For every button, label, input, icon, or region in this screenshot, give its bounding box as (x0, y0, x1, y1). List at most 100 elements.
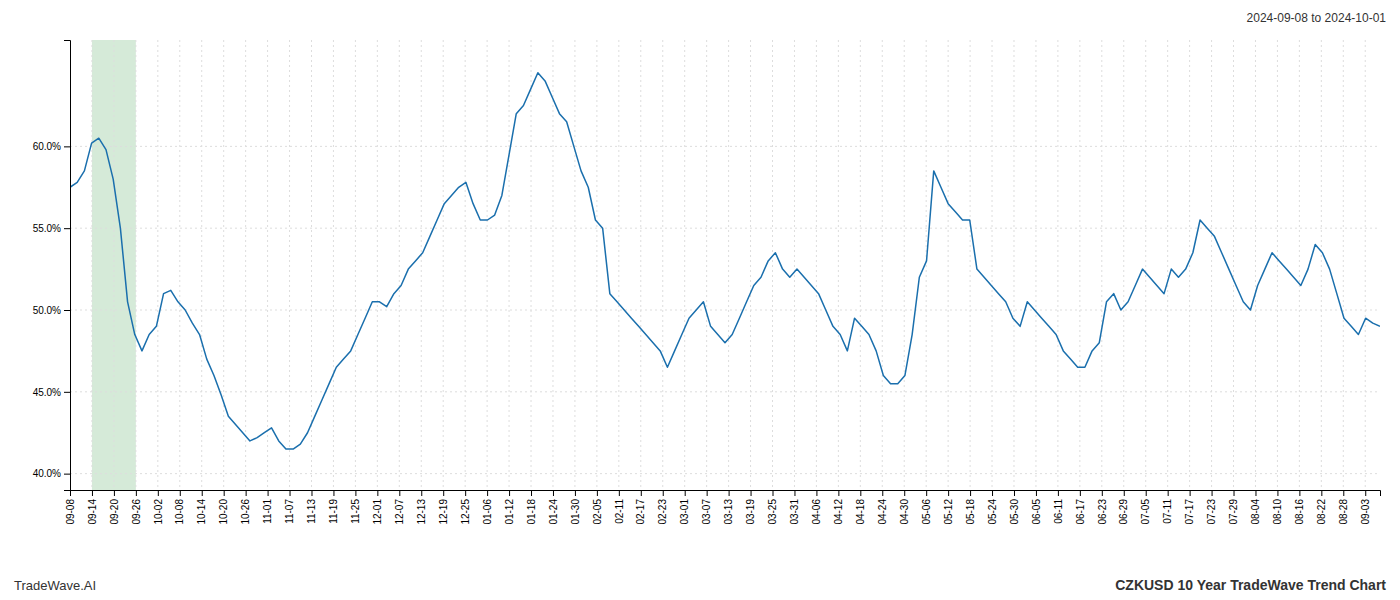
x-tick: 01-24 (548, 490, 559, 525)
grid-line (552, 40, 553, 490)
grid-line (1013, 40, 1014, 490)
x-tick: 08-04 (1250, 490, 1261, 525)
tick-mark (1168, 490, 1169, 496)
tick-label: 02-17 (635, 499, 646, 525)
x-tick: 02-11 (614, 490, 625, 524)
tick-label: 04-12 (833, 499, 844, 525)
x-tick: 04-18 (855, 490, 866, 525)
x-tick: 07-17 (1184, 490, 1195, 525)
grid-line (684, 40, 685, 490)
tick-label: 09-20 (109, 499, 120, 525)
grid-line (838, 40, 839, 490)
x-tick: 11-07 (284, 490, 295, 524)
grid-line (1123, 40, 1124, 490)
x-tick: 01-06 (482, 490, 493, 525)
tick-mark (773, 490, 774, 496)
tick-mark (180, 490, 181, 496)
tick-label: 05-24 (987, 499, 998, 525)
grid-line (662, 40, 663, 490)
grid-line (574, 40, 575, 490)
grid-line (750, 40, 751, 490)
tick-mark (290, 490, 291, 496)
tick-mark (663, 490, 664, 496)
tick-label: 01-30 (570, 499, 581, 525)
grid-line (970, 40, 971, 490)
tick-label: 03-31 (789, 499, 800, 525)
tick-mark (1212, 490, 1213, 496)
grid-line (333, 40, 334, 490)
tick-mark (948, 490, 949, 496)
tick-mark (202, 490, 203, 496)
grid-line (640, 40, 641, 490)
tick-label: 05-30 (1009, 499, 1020, 525)
x-tick: 11-19 (328, 490, 339, 524)
tick-mark (487, 490, 488, 496)
tick-label: 06-29 (1118, 499, 1129, 525)
y-axis-line (64, 41, 71, 491)
tick-mark (1277, 490, 1278, 496)
tick-mark (1080, 490, 1081, 496)
tick-mark (1365, 490, 1366, 496)
tick-mark (377, 490, 378, 496)
x-tick: 02-17 (635, 490, 646, 525)
y-axis: 40.0%45.0%50.0%55.0%60.0% (33, 41, 71, 491)
x-tick: 04-06 (811, 490, 822, 525)
grid-line (245, 40, 246, 490)
tick-mark (597, 490, 598, 496)
grid-line (1255, 40, 1256, 490)
x-axis-line (71, 491, 1381, 497)
tick-mark (158, 490, 159, 496)
x-tick: 09-26 (131, 490, 142, 525)
y-tick: 60.0% (33, 141, 70, 152)
x-tick: 07-05 (1140, 490, 1151, 525)
grid-line (531, 40, 532, 490)
x-tick: 09-08 (65, 490, 76, 525)
x-tick: 10-08 (174, 490, 185, 525)
x-tick: 05-06 (921, 490, 932, 525)
tick-label: 12-13 (416, 499, 427, 525)
x-tick: 07-23 (1206, 490, 1217, 525)
grid-line (904, 40, 905, 490)
tick-label: 03-07 (701, 499, 712, 525)
tick-label: 03-01 (679, 499, 690, 525)
grid-line (1233, 40, 1234, 490)
tick-label: 12-07 (394, 499, 405, 525)
grid-line (135, 40, 136, 490)
x-tick: 03-01 (679, 490, 690, 525)
tick-mark (992, 490, 993, 496)
tick-mark (64, 146, 70, 147)
tick-mark (926, 490, 927, 496)
tick-mark (882, 490, 883, 496)
grid-line (70, 391, 1380, 392)
tick-mark (816, 490, 817, 496)
tick-mark (1234, 490, 1235, 496)
tick-mark (64, 228, 70, 229)
tick-label: 04-18 (855, 499, 866, 525)
x-tick: 02-05 (592, 490, 603, 525)
x-tick: 03-31 (789, 490, 800, 525)
x-tick: 11-13 (306, 490, 317, 524)
x-tick: 11-25 (350, 490, 361, 524)
tick-label: 02-05 (592, 499, 603, 525)
tick-label: 08-10 (1272, 499, 1283, 525)
x-tick: 01-18 (526, 490, 537, 525)
tick-label: 05-18 (965, 499, 976, 525)
shaded-span (92, 40, 136, 490)
tick-label: 03-25 (767, 499, 778, 525)
tick-label: 45.0% (33, 387, 61, 398)
grid-line (596, 40, 597, 490)
tick-label: 03-19 (745, 499, 756, 525)
tick-mark (619, 490, 620, 496)
tick-label: 11-25 (350, 499, 361, 524)
x-tick: 12-07 (394, 490, 405, 525)
x-tick: 12-25 (460, 490, 471, 525)
x-tick: 06-23 (1097, 490, 1108, 525)
grid-line (1079, 40, 1080, 490)
grid-line (882, 40, 883, 490)
x-tick: 08-22 (1316, 490, 1327, 525)
grid-line (70, 473, 1380, 474)
x-tick: 05-12 (943, 490, 954, 525)
tick-label: 03-13 (723, 499, 734, 525)
tick-mark (838, 490, 839, 496)
plot-area (70, 40, 1380, 490)
